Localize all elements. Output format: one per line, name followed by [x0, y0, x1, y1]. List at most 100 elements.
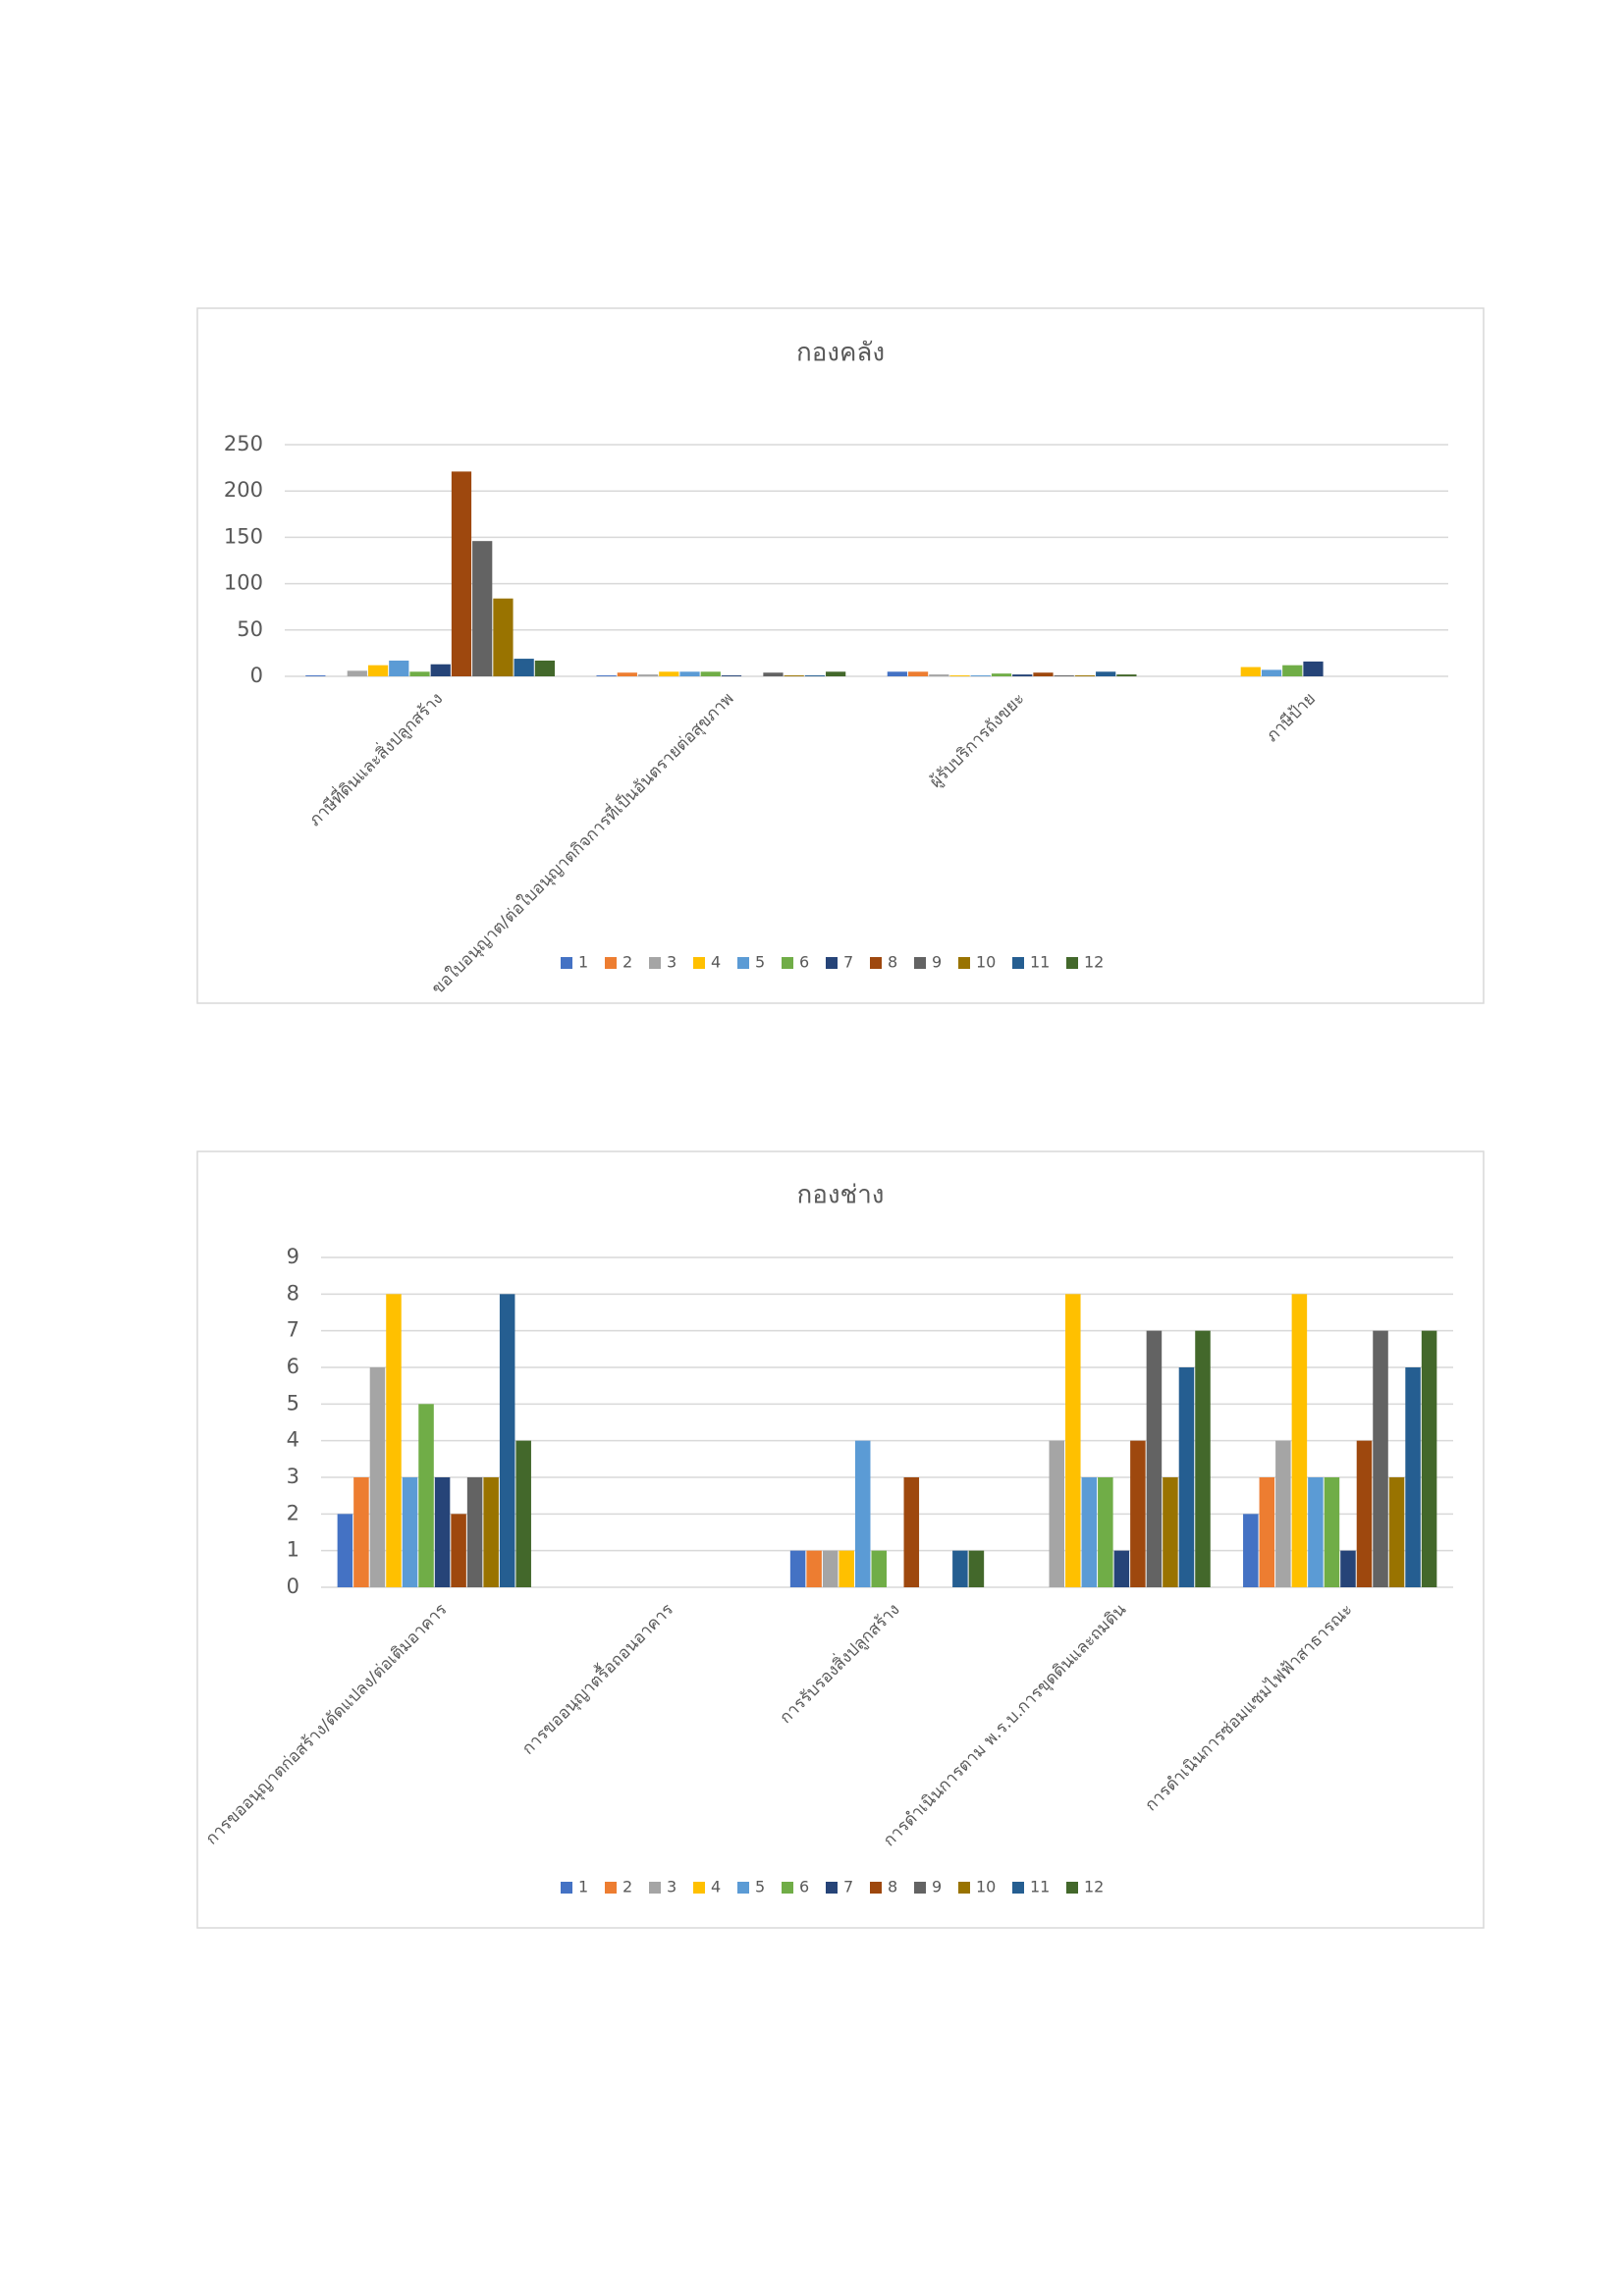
- legend-swatch: [693, 957, 705, 969]
- bar: [991, 673, 1012, 676]
- legend-swatch: [561, 957, 572, 969]
- legend-swatch: [914, 957, 926, 969]
- bar: [1356, 1440, 1373, 1587]
- legend-swatch: [561, 1882, 572, 1894]
- bar: [1178, 1367, 1195, 1587]
- legend-label: 11: [1030, 953, 1050, 972]
- bar: [907, 671, 929, 676]
- bar: [789, 1550, 806, 1587]
- legend-label: 1: [578, 953, 588, 972]
- bar: [434, 1477, 451, 1587]
- bar: [1195, 1330, 1211, 1587]
- legend-swatch: [1066, 1882, 1078, 1894]
- y-tick-label: 3: [287, 1465, 299, 1488]
- bar: [483, 1477, 499, 1587]
- legend-swatch: [958, 1882, 970, 1894]
- y-tick-label: 250: [224, 432, 263, 455]
- bar: [499, 1294, 515, 1587]
- legend-label: 10: [976, 953, 996, 972]
- bar: [804, 675, 826, 676]
- bar: [952, 1550, 968, 1587]
- legend-swatch: [1012, 957, 1024, 969]
- y-tick-label: 200: [224, 478, 263, 502]
- bar: [1308, 1477, 1324, 1587]
- legend-label: 1: [578, 1878, 588, 1896]
- bar: [763, 672, 784, 676]
- bar: [1049, 1440, 1065, 1587]
- bar: [402, 1477, 418, 1587]
- bar: [451, 1514, 466, 1587]
- bar: [1259, 1477, 1275, 1587]
- legend-label: 6: [799, 1878, 809, 1896]
- legend-swatch: [605, 1882, 617, 1894]
- bar: [871, 1550, 887, 1587]
- bar: [1421, 1330, 1437, 1587]
- legend-label: 9: [932, 953, 942, 972]
- legend-swatch: [737, 957, 749, 969]
- legend-swatch: [782, 957, 793, 969]
- bar: [1243, 1514, 1259, 1587]
- bar: [515, 1440, 531, 1587]
- y-tick-label: 5: [287, 1391, 299, 1415]
- bar: [949, 675, 970, 676]
- bar: [637, 674, 659, 676]
- bar: [1388, 1477, 1405, 1587]
- bar: [721, 675, 742, 676]
- bar: [1146, 1330, 1163, 1587]
- legend-label: 8: [888, 953, 897, 972]
- bar: [1275, 1440, 1291, 1587]
- legend-swatch: [870, 1882, 882, 1894]
- bar: [1340, 1550, 1356, 1587]
- chart-frame: [196, 307, 1485, 1004]
- bar: [1303, 661, 1324, 676]
- legend-label: 8: [888, 1878, 897, 1896]
- bar: [1261, 669, 1282, 676]
- legend-swatch: [737, 1882, 749, 1894]
- legend-label: 11: [1030, 1878, 1050, 1896]
- legend-swatch: [870, 957, 882, 969]
- bar: [1033, 672, 1054, 676]
- bar: [1116, 674, 1137, 676]
- bar: [887, 671, 907, 676]
- bar: [700, 671, 721, 676]
- legend-label: 6: [799, 953, 809, 972]
- y-tick-label: 7: [287, 1318, 299, 1342]
- legend-label: 5: [755, 1878, 765, 1896]
- bar: [1081, 1477, 1098, 1587]
- legend-swatch: [693, 1882, 705, 1894]
- y-tick-label: 0: [250, 664, 263, 687]
- bar: [337, 1514, 353, 1587]
- legend-label: 12: [1084, 953, 1104, 972]
- bar: [822, 1550, 839, 1587]
- legend-label: 2: [623, 1878, 632, 1896]
- bar: [806, 1550, 822, 1587]
- bar: [1098, 1477, 1113, 1587]
- legend-label: 3: [667, 1878, 677, 1896]
- bar: [1096, 671, 1116, 676]
- bar: [596, 675, 617, 676]
- bar: [784, 675, 804, 676]
- bar: [903, 1477, 920, 1587]
- legend-label: 3: [667, 953, 677, 972]
- bar: [617, 672, 637, 676]
- legend-swatch: [782, 1882, 793, 1894]
- legend-swatch: [914, 1882, 926, 1894]
- legend-label: 4: [711, 953, 721, 972]
- legend-label: 7: [843, 953, 853, 972]
- legend-swatch: [605, 957, 617, 969]
- y-tick-label: 4: [287, 1428, 299, 1452]
- y-tick-label: 9: [287, 1245, 299, 1268]
- legend-swatch: [649, 957, 661, 969]
- chart-title: กองคลัง: [796, 339, 885, 368]
- bar: [1163, 1477, 1178, 1587]
- bar: [514, 659, 534, 676]
- bar: [1240, 667, 1261, 676]
- y-tick-label: 0: [287, 1575, 299, 1598]
- bar: [1113, 1550, 1130, 1587]
- bar: [659, 671, 679, 676]
- bar: [389, 660, 409, 676]
- chart-title: กองช่าง: [797, 1181, 885, 1210]
- bar: [839, 1550, 854, 1587]
- y-tick-label: 150: [224, 524, 263, 548]
